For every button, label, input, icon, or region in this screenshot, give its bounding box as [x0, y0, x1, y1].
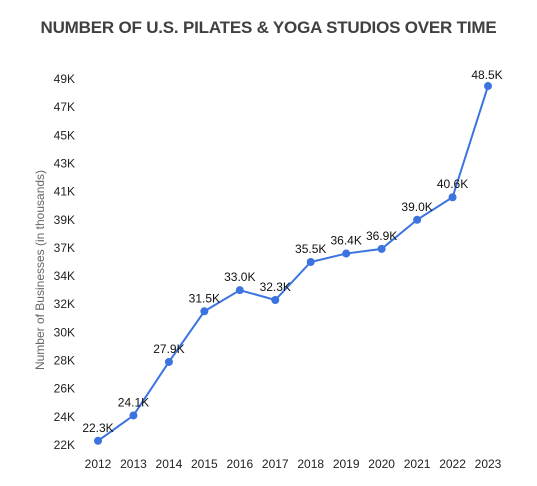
data-label: 36.4K: [331, 234, 362, 248]
x-axis-ticks: 2012 2013 2014 2015 2016 2017 2018 2019 2020 2021…: [85, 457, 502, 471]
data-point: [94, 436, 102, 445]
y-tick-label: 32K: [54, 297, 75, 311]
x-tick-label: 2023: [475, 457, 502, 471]
x-tick-label: 2014: [156, 457, 183, 471]
data-label: 48.5K: [471, 68, 502, 82]
y-tick-label: 49K: [54, 72, 75, 86]
y-axis-label: Number of Businesses (in thousands): [33, 170, 47, 370]
y-tick-label: 43K: [54, 156, 75, 170]
y-tick-label: 30K: [54, 325, 75, 339]
y-tick-label: 24K: [54, 410, 75, 424]
data-label: 36.9K: [366, 229, 397, 243]
y-tick-label: 34K: [54, 269, 75, 283]
y-tick-label: 45K: [54, 128, 75, 142]
data-label: 35.5K: [295, 242, 326, 256]
x-tick-label: 2020: [368, 457, 395, 471]
y-axis-ticks: 22K 24K 26K 28K 30K 32K 34K 37K 39K 41K 43K 45K 47K 4…: [54, 72, 75, 452]
x-tick-label: 2016: [226, 457, 253, 471]
x-tick-label: 2019: [333, 457, 360, 471]
data-point: [235, 286, 244, 295]
data-point: [377, 244, 386, 253]
data-label: 33.0K: [224, 270, 255, 284]
y-tick-label: 28K: [54, 354, 75, 368]
data-point: [413, 215, 422, 224]
series-line-group: 22.3K 24.1K 27.9K 31.5K 33.0K 32.3K 35.5K 36.4K…: [82, 68, 503, 445]
x-tick-label: 2015: [191, 457, 218, 471]
y-tick-label: 26K: [54, 382, 75, 396]
data-label: 31.5K: [189, 291, 220, 305]
data-point: [129, 411, 138, 420]
data-label: 27.9K: [153, 342, 184, 356]
series-line: [97, 85, 489, 442]
x-tick-label: 2012: [85, 457, 112, 471]
data-point: [164, 357, 173, 366]
data-point: [271, 296, 280, 305]
y-tick-label: 37K: [54, 241, 75, 255]
y-tick-label: 41K: [54, 185, 75, 199]
data-point: [342, 249, 351, 258]
data-label: 39.0K: [401, 200, 432, 214]
x-tick-label: 2022: [439, 457, 466, 471]
y-tick-label: 47K: [54, 100, 75, 114]
x-tick-label: 2018: [297, 457, 324, 471]
data-point: [200, 307, 209, 316]
y-tick-label: 22K: [54, 438, 75, 452]
data-point: [306, 258, 315, 266]
x-tick-label: 2013: [120, 457, 147, 471]
y-tick-label: 39K: [54, 213, 75, 227]
data-label: 24.1K: [118, 395, 149, 409]
data-label: 22.3K: [82, 421, 113, 435]
data-label: 40.6K: [437, 177, 468, 191]
x-tick-label: 2021: [404, 457, 431, 471]
data-label: 32.3K: [260, 280, 291, 294]
x-tick-label: 2017: [262, 457, 289, 471]
data-point: [448, 193, 457, 202]
data-point: [484, 82, 492, 91]
chart-title: NUMBER OF U.S. PILATES & YOGA STUDIOS OV…: [40, 18, 497, 37]
